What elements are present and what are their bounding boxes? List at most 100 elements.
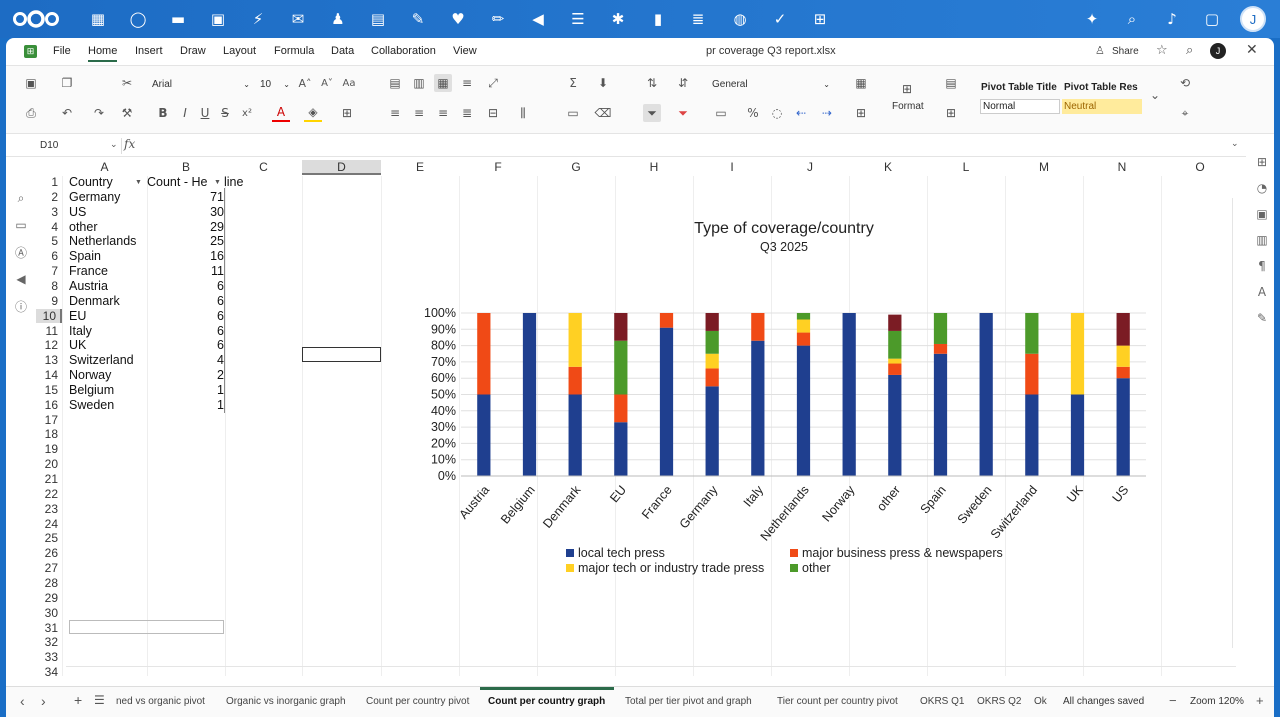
shapes-panel-icon[interactable]: ◔	[1256, 181, 1268, 195]
pivot-title-style[interactable]: Pivot Table Title	[981, 82, 1057, 93]
paragraph-panel-icon[interactable]: ¶	[1258, 259, 1266, 273]
cell-count[interactable]: 11	[211, 264, 224, 279]
chart-panel-icon[interactable]: ▥	[1256, 233, 1268, 247]
zoom-level[interactable]: Zoom 120%	[1190, 696, 1244, 707]
info-icon[interactable]: ⓘ	[14, 299, 27, 314]
menu-layout[interactable]: Layout	[223, 45, 257, 57]
cell-count[interactable]: 1	[217, 382, 224, 397]
column-header-f[interactable]: F	[494, 160, 502, 174]
case-icon[interactable]: Aa	[342, 77, 356, 89]
row-header-17[interactable]: 17	[44, 412, 58, 427]
tab-organic-graph[interactable]: Organic vs inorganic graph	[226, 696, 346, 707]
search-sidebar-icon[interactable]: ⌕	[17, 190, 25, 205]
cut-icon[interactable]: ✂	[121, 76, 133, 90]
fx-icon[interactable]: fx	[124, 137, 136, 151]
menu-home[interactable]: Home	[88, 45, 118, 62]
maps-icon[interactable]: ◍	[733, 10, 747, 28]
currency-icon[interactable]: ▭	[715, 106, 727, 120]
cell-country[interactable]: Denmark	[69, 293, 120, 308]
mail-icon[interactable]: ✉	[291, 10, 305, 28]
align-left-icon[interactable]: ≡	[389, 106, 401, 120]
cell-count[interactable]: 4	[217, 353, 224, 368]
contacts-icon[interactable]: ♟	[331, 10, 345, 28]
undo-icon[interactable]: ↶	[61, 106, 73, 120]
tab-ok[interactable]: Ok	[1034, 696, 1047, 707]
redo-icon[interactable]: ↷	[93, 106, 105, 120]
strikethrough-icon[interactable]: S	[221, 106, 229, 120]
column-header-e[interactable]: E	[415, 160, 424, 174]
zoom-out-icon[interactable]: −	[1169, 693, 1177, 708]
paint-format-icon[interactable]: ⚒	[121, 106, 133, 120]
table-icon[interactable]: ⊞	[945, 106, 957, 120]
column-header-c[interactable]: C	[259, 160, 268, 174]
font-name-select[interactable]: Arial ⌄	[152, 78, 250, 90]
pivot-result-style[interactable]: Pivot Table Res	[1064, 82, 1138, 93]
row-header-19[interactable]: 19	[44, 442, 58, 457]
italic-icon[interactable]: I	[183, 106, 187, 120]
row-header-32[interactable]: 32	[44, 635, 58, 650]
tab-total-tier[interactable]: Total per tier pivot and graph	[625, 696, 752, 707]
menu-view[interactable]: View	[453, 45, 477, 57]
column-header-k[interactable]: K	[883, 160, 892, 174]
number-format-select[interactable]: General ⌄	[712, 78, 830, 90]
activity-icon[interactable]: ⚡	[252, 10, 264, 28]
sort-asc-icon[interactable]: ⇅	[646, 76, 658, 90]
shrink-font-icon[interactable]: A˅	[321, 77, 333, 89]
cell-count[interactable]: 6	[217, 338, 224, 353]
contacts-menu-icon[interactable]: ▢	[1204, 10, 1220, 28]
column-header-n[interactable]: N	[1117, 160, 1127, 174]
cell-country[interactable]: Switzerland	[69, 353, 134, 368]
stacked-bar-chart[interactable]: Type of coverage/country Q3 2025 0% 10% 20…	[406, 216, 1156, 576]
talk-icon[interactable]: ◯	[129, 10, 147, 28]
tab-tier-count[interactable]: Tier count per country pivot	[777, 696, 898, 707]
format-button[interactable]: Format	[892, 101, 924, 112]
image-panel-icon[interactable]: ▣	[1256, 207, 1268, 221]
calendar-icon[interactable]: ▤	[370, 10, 386, 28]
column-header-b[interactable]: B	[181, 160, 190, 174]
shapes-icon[interactable]: ▭	[567, 106, 579, 120]
bold-icon[interactable]: B	[158, 106, 168, 120]
textart-panel-icon[interactable]: A	[1257, 285, 1267, 299]
files-icon[interactable]: ▬	[170, 10, 186, 28]
cell-country[interactable]: EU	[69, 308, 87, 323]
row-header-30[interactable]: 30	[44, 605, 58, 620]
sort-desc-icon[interactable]: ⇵	[677, 76, 689, 90]
style-neutral[interactable]: Neutral	[1062, 99, 1142, 114]
menu-file[interactable]: File	[53, 45, 71, 57]
insert-chart-icon[interactable]: ▦	[855, 76, 867, 90]
row-header-15[interactable]: 15	[44, 382, 58, 397]
column-header-a[interactable]: A	[100, 160, 109, 174]
assistant-icon[interactable]: ✦	[1085, 10, 1099, 28]
user-avatar-small[interactable]: J	[1210, 43, 1226, 59]
cell-country[interactable]: Spain	[69, 249, 101, 264]
name-box[interactable]: D10	[34, 138, 122, 154]
row-header-9[interactable]: 9	[51, 293, 58, 308]
star-icon[interactable]: ☆	[1156, 43, 1168, 58]
decimal-icon[interactable]: ◌	[771, 106, 783, 120]
favorites-icon[interactable]: ♥	[451, 10, 465, 28]
next-sheet-icon[interactable]: ›	[41, 693, 46, 709]
sum-icon[interactable]: Σ	[569, 76, 577, 90]
photos-icon[interactable]: ▣	[210, 10, 226, 28]
user-avatar[interactable]: J	[1240, 6, 1266, 32]
row-header-18[interactable]: 18	[44, 427, 58, 442]
filter-dropdown-count-icon[interactable]: ▼	[214, 179, 221, 186]
align-center-icon[interactable]: ≡	[413, 106, 425, 120]
share-button[interactable]: Share	[1112, 46, 1139, 57]
share-icon[interactable]: ♙	[1095, 44, 1105, 57]
row-header-23[interactable]: 23	[44, 501, 58, 516]
table-panel-icon[interactable]: ⊞	[1256, 155, 1268, 169]
column-header-m[interactable]: M	[1039, 160, 1049, 174]
row-header-8[interactable]: 8	[51, 278, 58, 293]
selected-cell[interactable]	[302, 347, 381, 362]
select-icon[interactable]: ⌖	[1181, 105, 1189, 120]
menu-formula[interactable]: Formula	[274, 45, 315, 57]
cell-count[interactable]: 30	[210, 204, 224, 219]
row-header-4[interactable]: 4	[51, 219, 58, 234]
menu-data[interactable]: Data	[331, 45, 355, 57]
header-country[interactable]: Country	[69, 175, 113, 189]
row-header-2[interactable]: 2	[51, 189, 58, 204]
tab-okrs-q2[interactable]: OKRS Q2	[977, 696, 1022, 707]
header-line[interactable]: line	[224, 175, 244, 189]
row-header-1[interactable]: 1	[51, 175, 58, 189]
